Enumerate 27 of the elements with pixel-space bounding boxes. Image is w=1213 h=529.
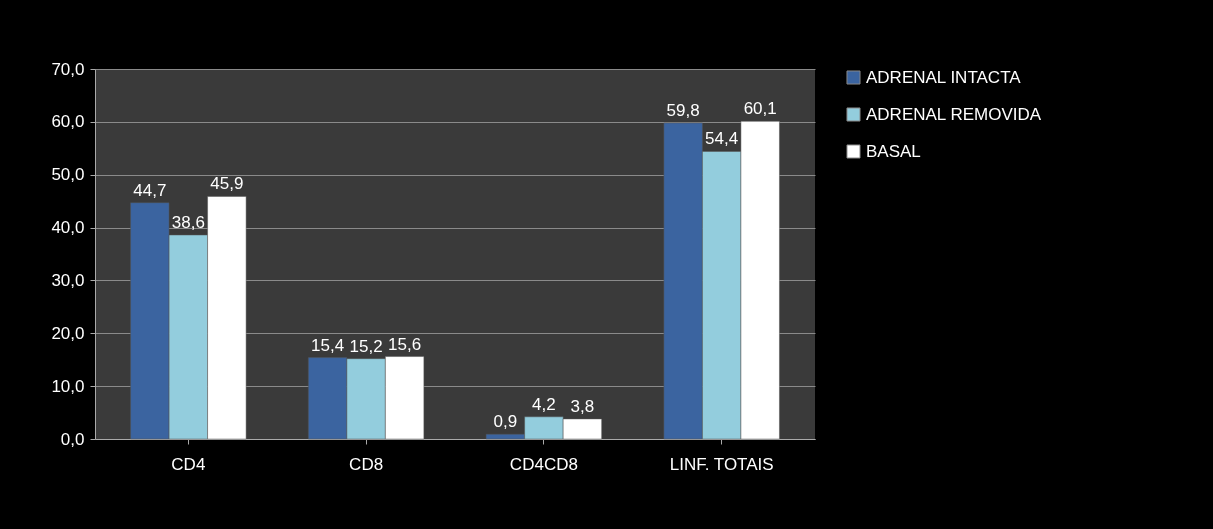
y-tick-label: 10,0 [51,376,85,396]
data-label: 59,8 [666,100,700,120]
x-tick-label: CD8 [349,454,384,474]
legend-label: ADRENAL INTACTA [866,67,1022,87]
data-label: 15,2 [349,336,383,356]
data-label: 45,9 [210,174,244,194]
data-label: 4,2 [532,394,556,414]
y-tick-label: 60,0 [51,112,85,132]
data-label: 54,4 [705,129,739,149]
y-tick-label: 0,0 [60,429,85,449]
data-label: 38,6 [171,212,205,232]
y-tick-label: 70,0 [51,59,85,79]
data-label: 44,7 [133,180,167,200]
y-tick-label: 40,0 [51,218,85,238]
data-label: 15,6 [388,334,422,354]
legend-label: BASAL [866,141,921,161]
data-label: 15,4 [311,335,345,355]
x-tick-label: CD4CD8 [509,454,578,474]
data-label: 0,9 [493,412,518,432]
x-tick-label: LINF. TOTAIS [669,454,774,474]
legend-label: ADRENAL REMOVIDA [866,104,1042,124]
data-label: 3,8 [570,396,595,416]
y-tick-label: 50,0 [51,165,85,185]
data-label: 60,1 [743,99,777,119]
y-tick-label: 30,0 [51,270,85,290]
x-tick-label: CD4 [171,454,206,474]
y-tick-label: 20,0 [51,323,85,343]
